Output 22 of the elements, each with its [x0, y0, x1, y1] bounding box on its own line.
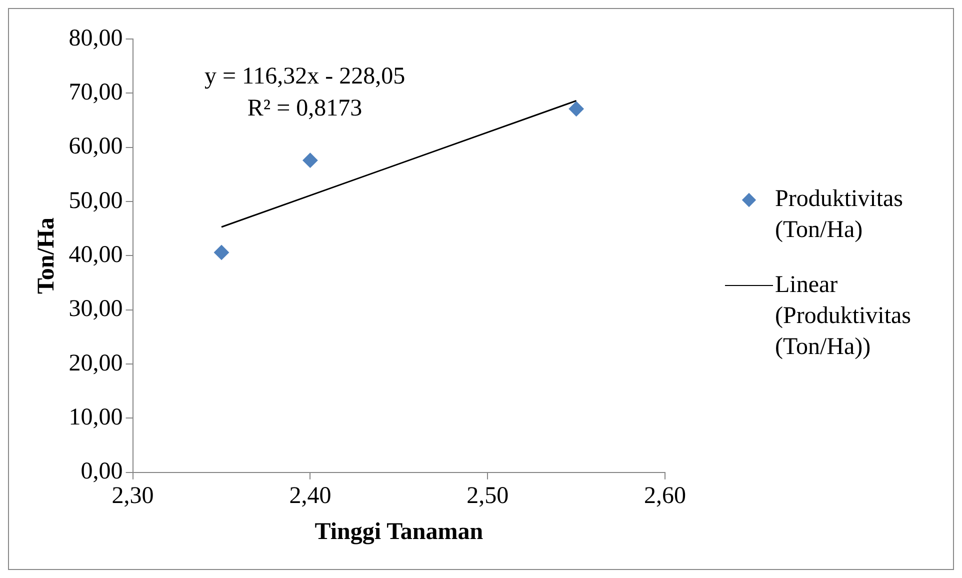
y-tick-label: 70,00: [68, 79, 123, 106]
y-tick-label: 30,00: [68, 296, 123, 322]
y-tick-label: 10,00: [68, 404, 123, 431]
y-tick-label: 80,00: [68, 25, 123, 52]
x-tick-label: 2,50: [466, 483, 509, 510]
x-tick-label: 2,60: [644, 483, 686, 510]
legend-label: Linear (Produktivitas (Ton/Ha)): [775, 271, 912, 362]
y-axis-title: Ton/Ha: [34, 217, 60, 294]
y-tick-label: 20,00: [68, 350, 123, 376]
x-tick-label: 2,30: [112, 483, 154, 510]
point: [568, 101, 584, 116]
x-tick-label: 2,40: [289, 483, 332, 510]
annotation: R² = 0,8173: [247, 95, 362, 122]
x-axis-title: Tinggi Tanaman: [314, 518, 484, 545]
point: [302, 152, 318, 168]
point: [214, 244, 229, 260]
annotation: y = 116,32x - 228,05: [204, 63, 406, 90]
y-tick-label: 0,00: [80, 458, 123, 485]
legend-label: Produktivitas (Ton/Ha): [775, 185, 904, 245]
y-tick-label: 60,00: [68, 134, 123, 160]
y-tick-label: 50,00: [68, 188, 123, 214]
y-tick-label: 40,00: [68, 242, 123, 268]
